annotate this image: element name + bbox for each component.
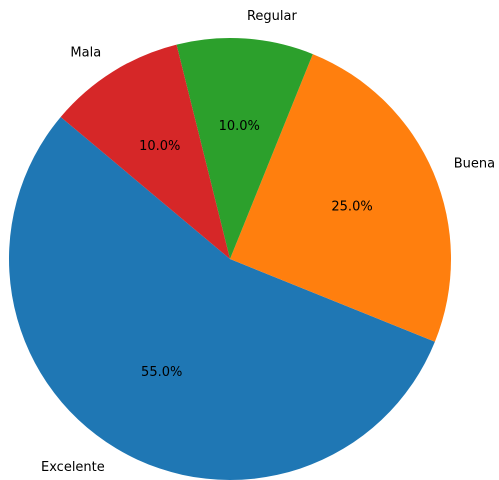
percent-label: 10.0%: [139, 139, 180, 154]
percent-label: 55.0%: [141, 365, 182, 380]
pie-slice: [60, 44, 230, 260]
slice-label: Excelente: [41, 460, 105, 475]
percent-label: 10.0%: [219, 119, 260, 134]
percent-label: 25.0%: [331, 200, 372, 215]
slice-label: Mala: [70, 45, 101, 60]
pie-slice: [230, 54, 451, 342]
slice-label: Regular: [247, 9, 298, 24]
pie-slice: [176, 38, 313, 259]
slice-label: Buena: [454, 157, 495, 172]
pie-slice: [9, 116, 435, 480]
